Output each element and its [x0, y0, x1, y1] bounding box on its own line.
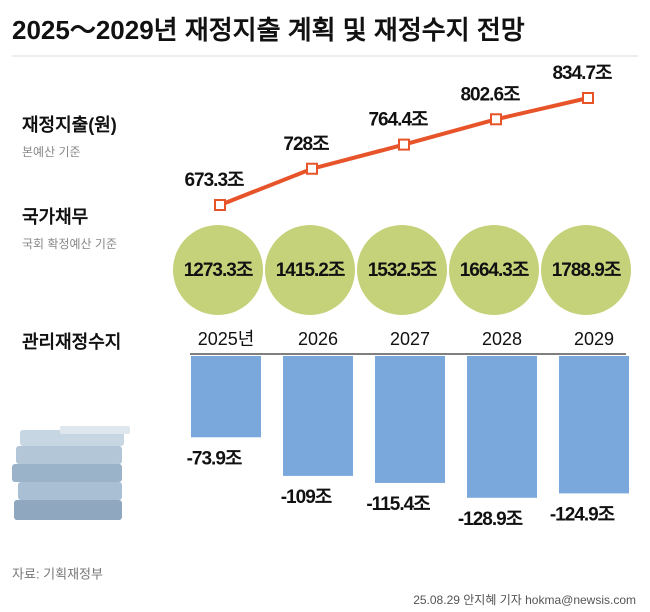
debt-circle: [357, 225, 447, 315]
bar: [191, 356, 261, 438]
debt-circle: [449, 225, 539, 315]
data-label: 1273.3조: [184, 260, 253, 281]
data-label: 1532.5조: [368, 260, 437, 281]
money-illustration: [12, 426, 130, 520]
x-tick-label: 2029: [574, 329, 614, 349]
bar: [559, 356, 629, 494]
x-tick-label: 2028: [482, 329, 522, 349]
data-label: -115.4조: [366, 494, 430, 515]
line-marker: [582, 92, 594, 104]
x-tick-label: 2026: [298, 329, 338, 349]
debt-circle: [541, 225, 631, 315]
line-marker: [214, 199, 226, 211]
data-label: 834.7조: [552, 63, 612, 84]
title: 2025～2029년 재정지출 계획 및 재정수지 전망: [12, 15, 525, 45]
data-label: 802.6조: [460, 84, 520, 105]
data-label: 764.4조: [368, 110, 428, 131]
source: 자료: 기획재정부: [12, 566, 103, 581]
data-label: -73.9조: [187, 448, 242, 469]
credit: 25.08.29 안지혜 기자 hokma@newsis.com: [413, 593, 636, 607]
line-marker: [306, 162, 318, 175]
bar-title: 관리재정수지: [22, 332, 121, 352]
bar: [283, 356, 353, 476]
x-tick-label: 2027: [390, 329, 430, 349]
line-subtitle: 본예산 기준: [22, 145, 81, 159]
data-label: 1788.9조: [552, 260, 621, 281]
data-label: 673.3조: [184, 170, 244, 191]
data-label: -128.9조: [458, 509, 523, 530]
circle-subtitle: 국회 확정예산 기준: [22, 237, 117, 251]
line-title: 재정지출(원): [22, 115, 117, 135]
bar: [375, 356, 445, 483]
debt-circle: [173, 225, 263, 315]
data-label: -124.9조: [550, 504, 615, 525]
line-marker: [398, 138, 410, 151]
circle-title: 국가채무: [22, 207, 88, 227]
data-label: 728조: [283, 134, 329, 155]
data-label: 1415.2조: [276, 260, 345, 281]
x-tick-label: 2025년: [198, 329, 255, 349]
debt-circle: [265, 225, 355, 315]
bar: [467, 356, 537, 498]
line-marker: [490, 113, 502, 126]
data-label: 1664.3조: [460, 260, 529, 281]
data-label: -109조: [281, 487, 332, 508]
